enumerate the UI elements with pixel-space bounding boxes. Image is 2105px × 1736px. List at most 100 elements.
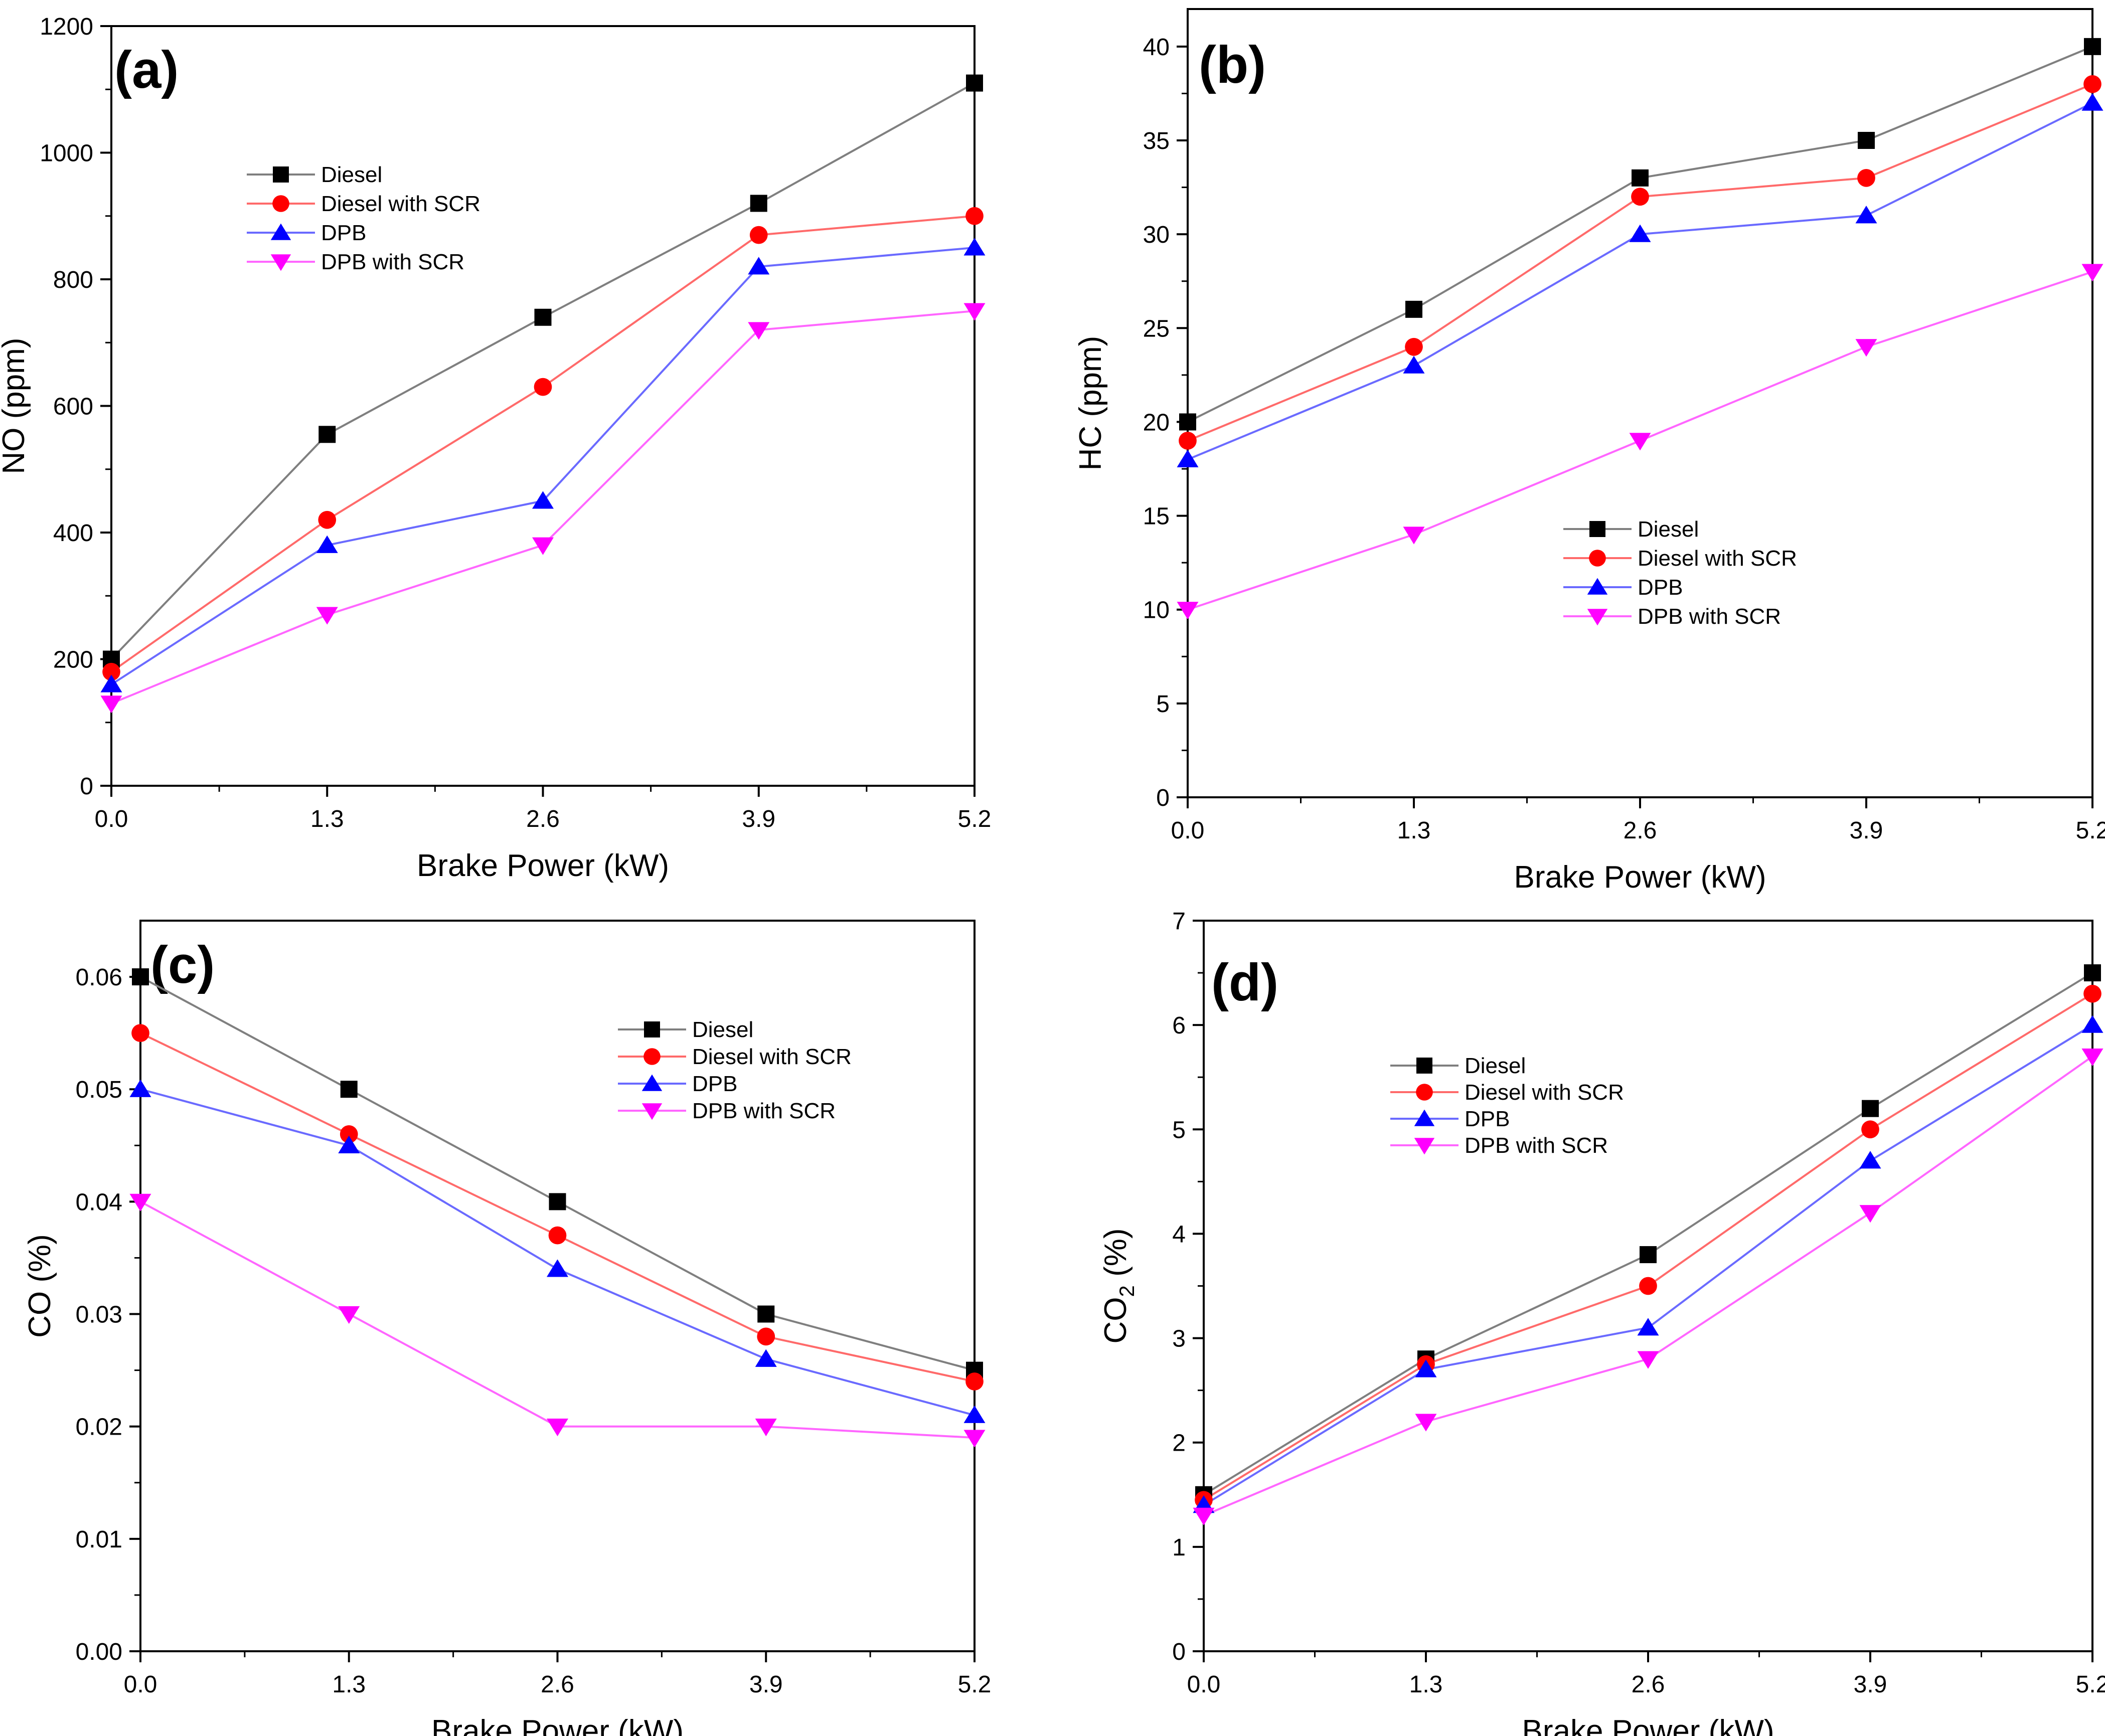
legend-entry-label: DPB <box>692 1072 737 1096</box>
chart-panel-3: 0.0 1.3 2.6 3.9 5.2 0.00 0.01 0.02 0.03 0.04 0.05 0… <box>23 920 991 1736</box>
data-point-s3-p5 <box>963 1405 986 1423</box>
data-point-s3-p5 <box>2081 1015 2103 1033</box>
data-point-s3-p4 <box>1855 206 1877 224</box>
data-point-s4-p1 <box>1177 602 1199 620</box>
series-line-2 <box>1187 83 2093 442</box>
legend-entry-label: DPB with SCR <box>1638 604 1781 629</box>
data-point-s3-p4 <box>1859 1151 1881 1169</box>
data-point-s2-p4 <box>749 226 768 244</box>
x-tick-label: 1.3 <box>1409 1671 1443 1698</box>
legend: Diesel Diesel with SCR DPB DPB with SCR <box>247 162 480 274</box>
data-point-s4-p1 <box>129 1193 151 1211</box>
panel-label: (d) <box>1211 953 1278 1012</box>
data-point-s3-p2 <box>316 535 338 553</box>
legend: Diesel Diesel with SCR DPB DPB with SCR <box>1563 517 1797 629</box>
legend-marker <box>273 166 289 183</box>
data-point-s2-p2 <box>340 1125 358 1143</box>
data-point-s4-p3 <box>1629 433 1651 451</box>
series-line-1 <box>110 82 975 660</box>
chart-panel-4: 0.0 1.3 2.6 3.9 5.2 0 1 2 3 4 5 6 7 Brake Power (kW) C… <box>1098 908 2105 1736</box>
data-point-s1-p4 <box>1862 1100 1879 1117</box>
legend-entry-label: Diesel with SCR <box>1638 546 1797 571</box>
y-tick-label: 400 <box>53 520 93 547</box>
y-tick-label: 40 <box>1143 34 1170 61</box>
data-point-s1-p3 <box>534 308 552 326</box>
y-tick-label: 1000 <box>40 140 93 167</box>
data-point-s4-p4 <box>748 322 770 340</box>
legend-entry-label: Diesel <box>1638 517 1699 542</box>
x-tick-label: 0.0 <box>1171 817 1205 844</box>
legend-marker <box>270 223 291 240</box>
legend-marker <box>270 254 291 271</box>
y-tick-label: 200 <box>53 647 93 673</box>
y-tick-label: 4 <box>1172 1221 1186 1248</box>
data-point-s4-p2 <box>316 607 338 625</box>
series-line-1 <box>1203 972 2093 1496</box>
x-tick-label: 0.0 <box>1187 1671 1221 1698</box>
x-tick-label: 1.3 <box>1397 817 1431 844</box>
series-line-3 <box>140 1088 975 1417</box>
data-point-s1-p3 <box>1640 1246 1657 1264</box>
data-point-s3-p3 <box>1637 1318 1659 1336</box>
legend-marker <box>643 1048 661 1065</box>
x-tick-label: 2.6 <box>541 1671 574 1698</box>
data-point-s4-p4 <box>1855 339 1877 357</box>
x-tick-label: 0.0 <box>124 1671 157 1698</box>
x-tick-label: 1.3 <box>332 1671 366 1698</box>
data-point-s3-p4 <box>748 257 770 275</box>
x-axis-label: Brake Power (kW) <box>1514 860 1766 895</box>
legend-entry-label: Diesel <box>1465 1054 1526 1078</box>
x-axis-label: Brake Power (kW) <box>1522 1714 1774 1736</box>
y-tick-label: 35 <box>1143 128 1170 154</box>
y-tick-label: 0.00 <box>76 1639 122 1665</box>
data-point-s2-p4 <box>1857 169 1875 187</box>
y-tick-label: 5 <box>1156 691 1170 718</box>
y-tick-label: 0.06 <box>76 964 122 991</box>
data-point-s4-p5 <box>2081 1048 2103 1067</box>
series-line-2 <box>110 215 975 673</box>
data-point-s2-p5 <box>2083 984 2101 1003</box>
legend-marker <box>1414 1138 1435 1155</box>
y-tick-label: 3 <box>1172 1326 1186 1352</box>
data-point-s2-p5 <box>2083 75 2101 93</box>
data-point-s3-p2 <box>338 1135 360 1153</box>
data-point-s2-p2 <box>318 510 337 529</box>
data-point-s3-p4 <box>755 1349 777 1367</box>
y-axis-label: NO (ppm) <box>0 337 31 474</box>
y-tick-label: 800 <box>53 267 93 293</box>
data-point-s2-p1 <box>102 662 120 681</box>
panel-label: (a) <box>114 41 179 99</box>
legend-marker <box>272 195 289 212</box>
data-point-s1-p4 <box>757 1305 775 1323</box>
x-axis-label: Brake Power (kW) <box>431 1714 684 1736</box>
plot-frame <box>139 920 976 1652</box>
legend-entry-label: Diesel with SCR <box>1465 1080 1624 1105</box>
data-point-s3-p3 <box>546 1259 569 1277</box>
x-tick-label: 2.6 <box>1624 817 1657 844</box>
data-point-s3-p3 <box>1629 224 1651 242</box>
legend-marker <box>1589 521 1605 537</box>
legend-entry-label: Diesel <box>321 162 382 187</box>
data-point-s3-p2 <box>1403 356 1425 374</box>
data-point-s4-p5 <box>963 1430 986 1448</box>
series-line-3 <box>1203 1024 2093 1506</box>
legend-marker <box>641 1074 663 1091</box>
data-point-s3-p3 <box>532 491 554 509</box>
y-axis-label-subscript: 2 <box>1115 1285 1139 1297</box>
y-tick-label: 10 <box>1143 597 1170 624</box>
y-tick-label: 600 <box>53 394 93 420</box>
data-point-s1-p3 <box>1632 169 1649 187</box>
data-point-s1-p3 <box>549 1193 566 1210</box>
data-point-s2-p4 <box>1861 1120 1879 1139</box>
legend-entry-label: DPB with SCR <box>321 250 464 274</box>
y-axis-label: CO2 (%) <box>1098 1228 1139 1343</box>
y-tick-label: 0.05 <box>76 1077 122 1103</box>
x-tick-label: 3.9 <box>1850 817 1883 844</box>
legend-entry-label: Diesel with SCR <box>692 1045 852 1069</box>
legend-marker <box>1416 1058 1432 1074</box>
data-point-s2-p5 <box>965 207 984 225</box>
legend-entry-label: Diesel <box>692 1017 753 1042</box>
y-axis-label-suffix: (%) <box>1098 1228 1133 1285</box>
data-point-s2-p3 <box>534 378 552 396</box>
